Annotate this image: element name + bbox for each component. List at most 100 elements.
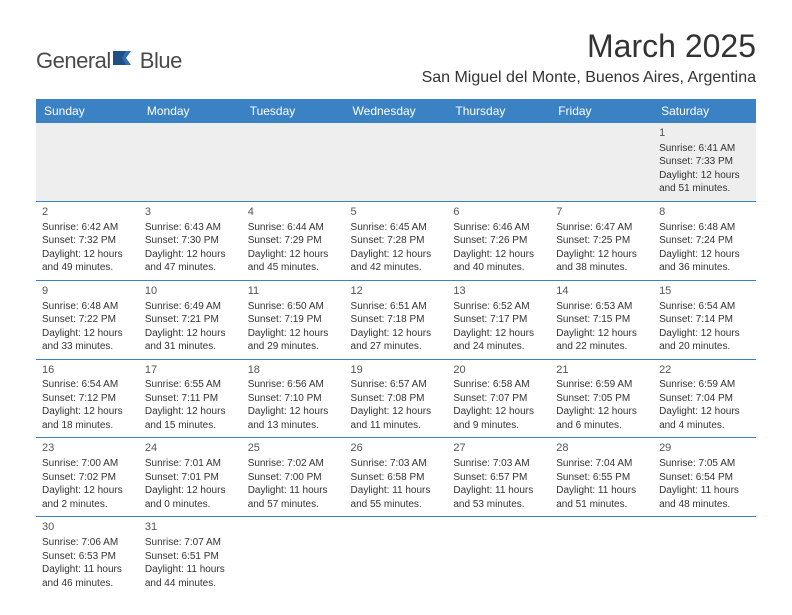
sunset-text: Sunset: 7:17 PM (453, 313, 544, 327)
day-number: 10 (145, 284, 236, 299)
sunset-text: Sunset: 6:53 PM (42, 550, 133, 564)
calendar-row: 2Sunrise: 6:42 AMSunset: 7:32 PMDaylight… (36, 201, 756, 280)
sunset-text: Sunset: 7:24 PM (659, 234, 750, 248)
day-number: 6 (453, 205, 544, 220)
day-number: 28 (556, 441, 647, 456)
day-number: 2 (42, 205, 133, 220)
sunset-text: Sunset: 7:30 PM (145, 234, 236, 248)
sunrise-text: Sunrise: 7:03 AM (453, 457, 544, 471)
day-number: 27 (453, 441, 544, 456)
day-number: 5 (351, 205, 442, 220)
calendar-row: 9Sunrise: 6:48 AMSunset: 7:22 PMDaylight… (36, 280, 756, 359)
calendar-row: 16Sunrise: 6:54 AMSunset: 7:12 PMDayligh… (36, 359, 756, 438)
header: General Blue March 2025 San Miguel del M… (36, 28, 756, 93)
calendar-cell: 15Sunrise: 6:54 AMSunset: 7:14 PMDayligh… (653, 280, 756, 359)
daylight-text: Daylight: 11 hours and 57 minutes. (248, 484, 339, 511)
calendar-table: Sunday Monday Tuesday Wednesday Thursday… (36, 99, 756, 595)
day-number: 7 (556, 205, 647, 220)
sunrise-text: Sunrise: 7:04 AM (556, 457, 647, 471)
daylight-text: Daylight: 12 hours and 11 minutes. (351, 405, 442, 432)
sunrise-text: Sunrise: 7:03 AM (351, 457, 442, 471)
sunrise-text: Sunrise: 6:57 AM (351, 378, 442, 392)
calendar-body: 1Sunrise: 6:41 AMSunset: 7:33 PMDaylight… (36, 123, 756, 595)
sunset-text: Sunset: 6:54 PM (659, 471, 750, 485)
calendar-cell: 25Sunrise: 7:02 AMSunset: 7:00 PMDayligh… (242, 438, 345, 517)
daylight-text: Daylight: 12 hours and 51 minutes. (659, 169, 750, 196)
day-number: 4 (248, 205, 339, 220)
sunset-text: Sunset: 7:04 PM (659, 392, 750, 406)
calendar-cell: 12Sunrise: 6:51 AMSunset: 7:18 PMDayligh… (345, 280, 448, 359)
calendar-cell: 20Sunrise: 6:58 AMSunset: 7:07 PMDayligh… (447, 359, 550, 438)
sunset-text: Sunset: 7:01 PM (145, 471, 236, 485)
sunset-text: Sunset: 7:07 PM (453, 392, 544, 406)
daylight-text: Daylight: 11 hours and 55 minutes. (351, 484, 442, 511)
day-number: 29 (659, 441, 750, 456)
sunset-text: Sunset: 7:14 PM (659, 313, 750, 327)
title-block: March 2025 San Miguel del Monte, Buenos … (422, 28, 756, 93)
sunrise-text: Sunrise: 6:42 AM (42, 221, 133, 235)
sunrise-text: Sunrise: 6:53 AM (556, 300, 647, 314)
calendar-cell (653, 517, 756, 595)
sunset-text: Sunset: 6:57 PM (453, 471, 544, 485)
sunrise-text: Sunrise: 6:44 AM (248, 221, 339, 235)
sunrise-text: Sunrise: 6:55 AM (145, 378, 236, 392)
calendar-row: 23Sunrise: 7:00 AMSunset: 7:02 PMDayligh… (36, 438, 756, 517)
location: San Miguel del Monte, Buenos Aires, Arge… (422, 69, 756, 87)
calendar-cell: 1Sunrise: 6:41 AMSunset: 7:33 PMDaylight… (653, 123, 756, 201)
calendar-cell: 19Sunrise: 6:57 AMSunset: 7:08 PMDayligh… (345, 359, 448, 438)
calendar-cell: 9Sunrise: 6:48 AMSunset: 7:22 PMDaylight… (36, 280, 139, 359)
calendar-cell: 29Sunrise: 7:05 AMSunset: 6:54 PMDayligh… (653, 438, 756, 517)
day-number: 18 (248, 363, 339, 378)
daylight-text: Daylight: 12 hours and 6 minutes. (556, 405, 647, 432)
calendar-cell: 30Sunrise: 7:06 AMSunset: 6:53 PMDayligh… (36, 517, 139, 595)
daylight-text: Daylight: 12 hours and 20 minutes. (659, 327, 750, 354)
daylight-text: Daylight: 12 hours and 40 minutes. (453, 248, 544, 275)
calendar-cell (345, 123, 448, 201)
sunset-text: Sunset: 7:19 PM (248, 313, 339, 327)
calendar-cell: 13Sunrise: 6:52 AMSunset: 7:17 PMDayligh… (447, 280, 550, 359)
day-number: 17 (145, 363, 236, 378)
sunrise-text: Sunrise: 6:59 AM (556, 378, 647, 392)
calendar-cell: 24Sunrise: 7:01 AMSunset: 7:01 PMDayligh… (139, 438, 242, 517)
day-number: 16 (42, 363, 133, 378)
weekday-header-row: Sunday Monday Tuesday Wednesday Thursday… (36, 99, 756, 123)
sunrise-text: Sunrise: 6:45 AM (351, 221, 442, 235)
day-number: 26 (351, 441, 442, 456)
sunset-text: Sunset: 7:33 PM (659, 155, 750, 169)
calendar-cell: 7Sunrise: 6:47 AMSunset: 7:25 PMDaylight… (550, 201, 653, 280)
sunrise-text: Sunrise: 6:58 AM (453, 378, 544, 392)
calendar-cell: 16Sunrise: 6:54 AMSunset: 7:12 PMDayligh… (36, 359, 139, 438)
daylight-text: Daylight: 11 hours and 51 minutes. (556, 484, 647, 511)
calendar-cell: 17Sunrise: 6:55 AMSunset: 7:11 PMDayligh… (139, 359, 242, 438)
sunset-text: Sunset: 7:18 PM (351, 313, 442, 327)
daylight-text: Daylight: 11 hours and 44 minutes. (145, 563, 236, 590)
sunset-text: Sunset: 7:15 PM (556, 313, 647, 327)
sunset-text: Sunset: 7:10 PM (248, 392, 339, 406)
sunset-text: Sunset: 7:25 PM (556, 234, 647, 248)
sunrise-text: Sunrise: 6:48 AM (659, 221, 750, 235)
calendar-cell (550, 123, 653, 201)
sunset-text: Sunset: 6:58 PM (351, 471, 442, 485)
calendar-cell: 18Sunrise: 6:56 AMSunset: 7:10 PMDayligh… (242, 359, 345, 438)
calendar-cell: 3Sunrise: 6:43 AMSunset: 7:30 PMDaylight… (139, 201, 242, 280)
day-number: 23 (42, 441, 133, 456)
sunrise-text: Sunrise: 7:05 AM (659, 457, 750, 471)
sunset-text: Sunset: 7:05 PM (556, 392, 647, 406)
sunset-text: Sunset: 7:22 PM (42, 313, 133, 327)
day-number: 14 (556, 284, 647, 299)
day-number: 20 (453, 363, 544, 378)
daylight-text: Daylight: 12 hours and 13 minutes. (248, 405, 339, 432)
calendar-cell (447, 517, 550, 595)
daylight-text: Daylight: 11 hours and 48 minutes. (659, 484, 750, 511)
logo-text-general: General (36, 48, 111, 74)
sunset-text: Sunset: 7:00 PM (248, 471, 339, 485)
daylight-text: Daylight: 12 hours and 9 minutes. (453, 405, 544, 432)
daylight-text: Daylight: 12 hours and 29 minutes. (248, 327, 339, 354)
calendar-cell: 27Sunrise: 7:03 AMSunset: 6:57 PMDayligh… (447, 438, 550, 517)
sunrise-text: Sunrise: 6:43 AM (145, 221, 236, 235)
sunset-text: Sunset: 7:02 PM (42, 471, 133, 485)
daylight-text: Daylight: 11 hours and 46 minutes. (42, 563, 133, 590)
weekday-header: Wednesday (345, 99, 448, 123)
calendar-cell: 22Sunrise: 6:59 AMSunset: 7:04 PMDayligh… (653, 359, 756, 438)
sunrise-text: Sunrise: 6:52 AM (453, 300, 544, 314)
